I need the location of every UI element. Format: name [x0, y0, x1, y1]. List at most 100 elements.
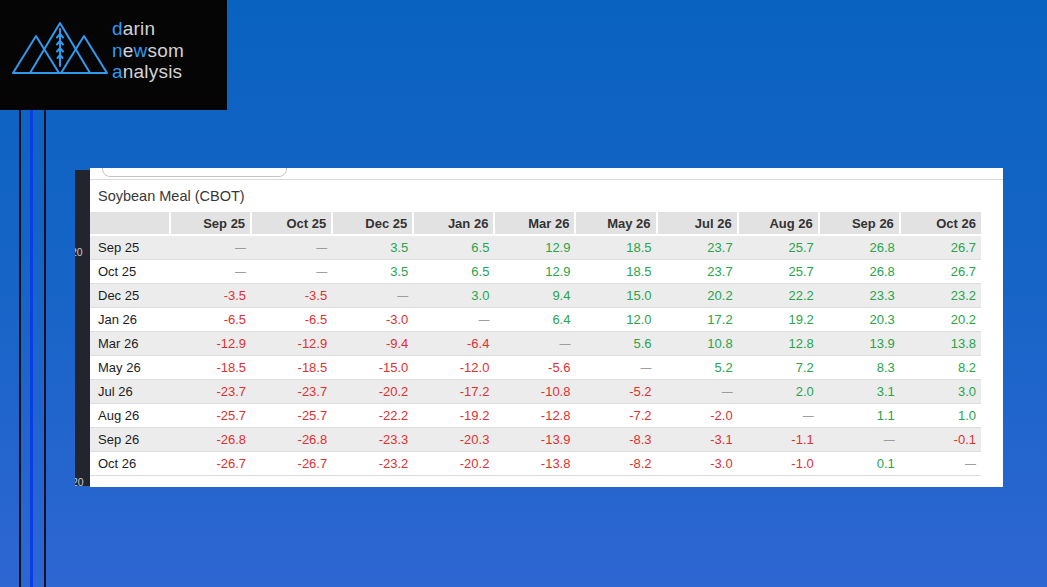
spread-value-cell: 7.2	[738, 355, 819, 379]
spread-value-cell: 6.5	[413, 235, 494, 259]
toolbar-button-partial[interactable]	[102, 168, 287, 177]
table-row: May 26-18.5-18.5-15.0-12.0-5.6—5.27.28.3…	[90, 355, 981, 379]
spread-value-cell: -3.1	[657, 427, 738, 451]
spread-value-cell: 20.2	[657, 283, 738, 307]
row-header: Oct 25	[90, 259, 170, 283]
logo-text-line: newsom	[112, 40, 184, 62]
column-header: Oct 26	[900, 212, 981, 235]
table-row: Sep 25——3.56.512.918.523.725.726.826.7	[90, 235, 981, 259]
spread-value-cell: -5.2	[575, 379, 656, 403]
spread-value-cell: 26.7	[900, 235, 981, 259]
spread-value-cell: -26.8	[170, 427, 251, 451]
chart-strip: 20 20	[75, 170, 90, 486]
spread-value-cell: —	[900, 451, 981, 475]
spread-value-cell: -12.9	[251, 331, 332, 355]
spread-value-cell: —	[251, 259, 332, 283]
spread-value-cell: -3.5	[170, 283, 251, 307]
spread-value-cell: -23.2	[332, 451, 413, 475]
spread-value-cell: -8.3	[575, 427, 656, 451]
panel-toolbar	[90, 168, 1003, 180]
spread-value-cell: 3.0	[413, 283, 494, 307]
spread-value-cell: —	[657, 379, 738, 403]
spread-value-cell: 1.0	[900, 403, 981, 427]
column-header: Sep 25	[170, 212, 251, 235]
spread-value-cell: 12.8	[738, 331, 819, 355]
row-header: Mar 26	[90, 331, 170, 355]
spread-value-cell: -1.1	[738, 427, 819, 451]
table-row: Sep 26-26.8-26.8-23.3-20.3-13.9-8.3-3.1-…	[90, 427, 981, 451]
spread-value-cell: -13.9	[494, 427, 575, 451]
spread-value-cell: -23.7	[170, 379, 251, 403]
spread-value-cell: -20.2	[413, 451, 494, 475]
column-header: Dec 25	[332, 212, 413, 235]
spread-value-cell: 15.0	[575, 283, 656, 307]
spread-value-cell: -3.0	[332, 307, 413, 331]
spread-value-cell: 8.2	[900, 355, 981, 379]
spread-value-cell: —	[413, 307, 494, 331]
spread-value-cell: -17.2	[413, 379, 494, 403]
spread-value-cell: —	[819, 427, 900, 451]
spread-value-cell: -6.4	[413, 331, 494, 355]
row-header: Sep 25	[90, 235, 170, 259]
spread-value-cell: 0.1	[819, 451, 900, 475]
spread-value-cell: 13.9	[819, 331, 900, 355]
spread-value-cell: -6.5	[251, 307, 332, 331]
spread-table: Sep 25Oct 25Dec 25Jan 26Mar 26May 26Jul …	[90, 212, 981, 476]
spread-value-cell: -20.2	[332, 379, 413, 403]
spread-value-cell: 25.7	[738, 259, 819, 283]
logo-text: darinnewsomanalysis	[112, 18, 184, 83]
table-row: Oct 26-26.7-26.7-23.2-20.2-13.8-8.2-3.0-…	[90, 451, 981, 475]
spread-value-cell: 1.1	[819, 403, 900, 427]
axis-label: 20	[75, 246, 83, 258]
spread-value-cell: -19.2	[413, 403, 494, 427]
spread-value-cell: -13.8	[494, 451, 575, 475]
row-header: Aug 26	[90, 403, 170, 427]
spread-value-cell: -25.7	[251, 403, 332, 427]
row-header: May 26	[90, 355, 170, 379]
spread-value-cell: -2.0	[657, 403, 738, 427]
spread-value-cell: —	[170, 235, 251, 259]
table-row: Mar 26-12.9-12.9-9.4-6.4—5.610.812.813.9…	[90, 331, 981, 355]
column-header: Jul 26	[657, 212, 738, 235]
spread-value-cell: 13.8	[900, 331, 981, 355]
spread-value-cell: 2.0	[738, 379, 819, 403]
spread-value-cell: -10.8	[494, 379, 575, 403]
spread-value-cell: -25.7	[170, 403, 251, 427]
corner-header-cell	[90, 212, 170, 235]
row-header: Jan 26	[90, 307, 170, 331]
spread-value-cell: 25.7	[738, 235, 819, 259]
axis-label: 20	[75, 476, 84, 486]
spread-value-cell: -5.6	[494, 355, 575, 379]
spread-value-cell: —	[170, 259, 251, 283]
spread-value-cell: 23.2	[900, 283, 981, 307]
desktop-vertical-line-blue	[30, 110, 33, 587]
spread-matrix-panel: Soybean Meal (CBOT) Sep 25Oct 25Dec 25Ja…	[90, 168, 1003, 487]
desktop-vertical-line-dark-1	[19, 110, 21, 587]
spread-value-cell: 26.8	[819, 259, 900, 283]
row-header: Oct 26	[90, 451, 170, 475]
table-row: Aug 26-25.7-25.7-22.2-19.2-12.8-7.2-2.0—…	[90, 403, 981, 427]
spread-value-cell: 23.7	[657, 259, 738, 283]
spread-value-cell: 26.8	[819, 235, 900, 259]
spread-value-cell: 6.5	[413, 259, 494, 283]
spread-value-cell: 26.7	[900, 259, 981, 283]
spread-value-cell: -7.2	[575, 403, 656, 427]
spread-value-cell: -18.5	[170, 355, 251, 379]
spread-value-cell: 20.3	[819, 307, 900, 331]
spread-value-cell: -8.2	[575, 451, 656, 475]
table-header-row: Sep 25Oct 25Dec 25Jan 26Mar 26May 26Jul …	[90, 212, 981, 235]
logo-text-line: analysis	[112, 61, 184, 83]
column-header: Jan 26	[413, 212, 494, 235]
spread-value-cell: -23.3	[332, 427, 413, 451]
spread-value-cell: -12.8	[494, 403, 575, 427]
spread-value-cell: -3.0	[657, 451, 738, 475]
row-header: Jul 26	[90, 379, 170, 403]
panel-title: Soybean Meal (CBOT)	[90, 180, 1003, 212]
spread-value-cell: 20.2	[900, 307, 981, 331]
spread-value-cell: 6.4	[494, 307, 575, 331]
table-body: Sep 25——3.56.512.918.523.725.726.826.7Oc…	[90, 235, 981, 475]
column-header: May 26	[575, 212, 656, 235]
spread-value-cell: -3.5	[251, 283, 332, 307]
spread-value-cell: -1.0	[738, 451, 819, 475]
spread-value-cell: 3.5	[332, 259, 413, 283]
